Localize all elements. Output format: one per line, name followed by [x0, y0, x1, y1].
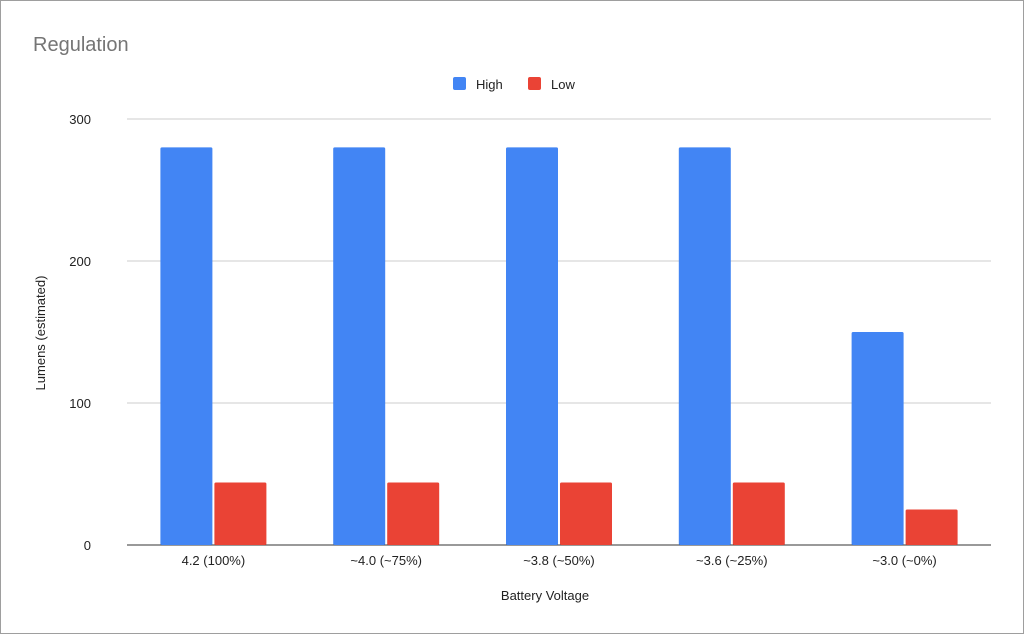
x-tick-label: ~3.0 (~0%)	[872, 553, 936, 568]
y-axis-label: Lumens (estimated)	[33, 276, 48, 391]
bar-low	[905, 509, 958, 545]
bar-high	[333, 147, 386, 545]
legend-label-low: Low	[551, 77, 575, 92]
y-tick-label: 100	[69, 396, 91, 411]
chart-title: Regulation	[33, 34, 129, 56]
y-tick-label: 300	[69, 112, 91, 127]
y-tick-label: 0	[84, 538, 91, 553]
legend-swatch-high	[453, 77, 466, 90]
x-tick-label: ~3.8 (~50%)	[523, 553, 595, 568]
legend-label-high: High	[476, 77, 503, 92]
x-tick-label: 4.2 (100%)	[182, 553, 246, 568]
bar-high	[160, 147, 213, 545]
legend-swatch-low	[528, 77, 541, 90]
bar-high	[678, 147, 731, 545]
x-axis-label: Battery Voltage	[501, 588, 589, 603]
bar-high	[506, 147, 558, 545]
bar-high	[851, 332, 904, 545]
x-tick-label: ~3.6 (~25%)	[696, 553, 768, 568]
bar-low	[387, 482, 440, 545]
bar-low	[732, 482, 785, 545]
bar-low	[560, 482, 612, 545]
x-tick-label: ~4.0 (~75%)	[350, 553, 422, 568]
bar-low	[214, 482, 267, 545]
y-tick-label: 200	[69, 254, 91, 269]
